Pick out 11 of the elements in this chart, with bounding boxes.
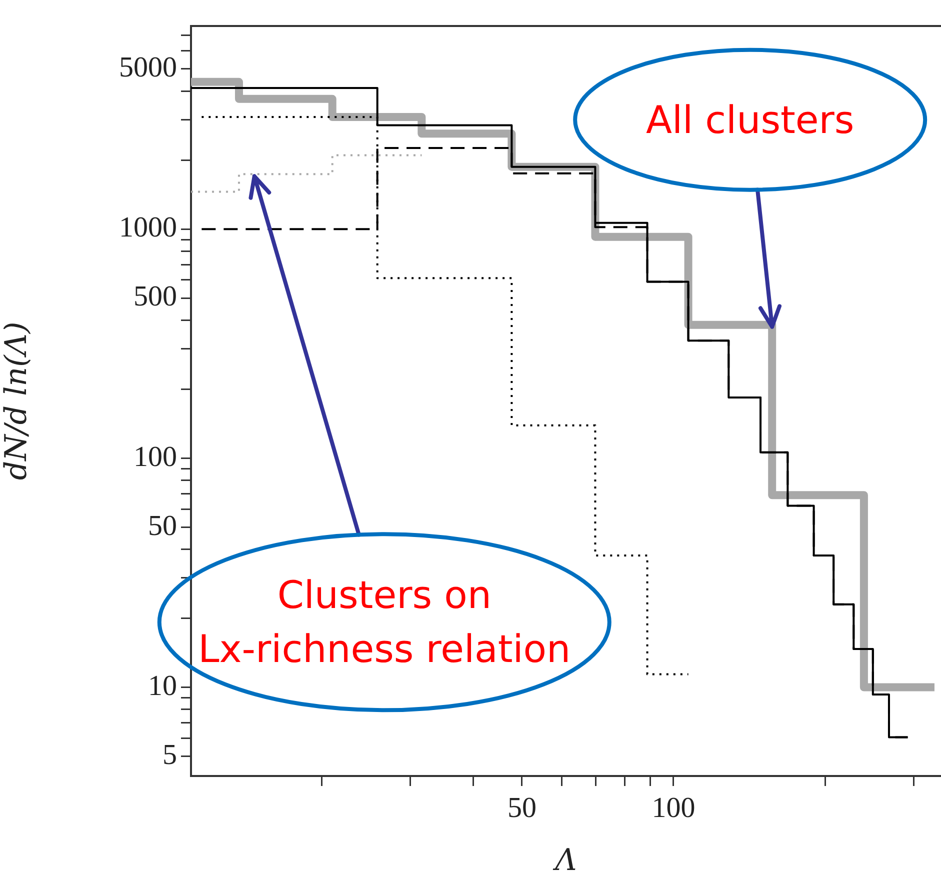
y-tick-label: 100 [134, 440, 177, 473]
x-axis-title: Λ [552, 842, 577, 878]
y-tick-label: 1000 [119, 212, 177, 244]
y-tick-label: 500 [134, 280, 177, 313]
y-tick-label: 50 [148, 510, 177, 542]
annotation: Clusters on Lx-richness relation [198, 573, 571, 672]
y-tick-label: 5 [162, 738, 177, 771]
y-tick-label: 5000 [119, 52, 177, 84]
y-axis-title: dN/d ln(Λ) [0, 322, 34, 480]
y-tick-label: 10 [148, 670, 177, 702]
annotation: All clusters [646, 98, 854, 142]
